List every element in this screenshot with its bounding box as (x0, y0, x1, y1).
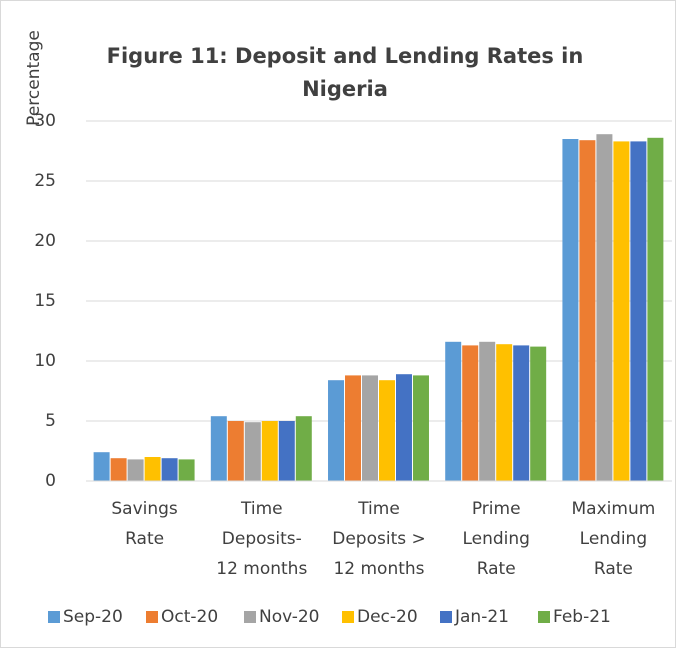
y-tick-label: 15 (34, 291, 56, 311)
bar (362, 375, 378, 481)
legend-label: Feb-21 (553, 607, 611, 627)
bar (462, 345, 479, 481)
bar (110, 458, 127, 481)
bar (479, 341, 496, 481)
bar (295, 416, 312, 481)
y-tick-label: 30 (34, 111, 56, 131)
bar (496, 344, 513, 481)
bar (395, 374, 412, 481)
bar (127, 459, 144, 481)
legend-label: Dec-20 (357, 607, 418, 627)
bar (161, 458, 178, 481)
bar (227, 421, 244, 481)
bar (144, 457, 161, 481)
x-tick-label: Time Deposits-12 months (216, 499, 307, 579)
bar (210, 416, 227, 481)
x-tick-label: Time Deposits >12 months (332, 499, 426, 579)
y-tick-label: 10 (34, 351, 56, 371)
bar (630, 141, 647, 481)
bar (579, 140, 596, 481)
bar (379, 380, 395, 481)
x-tick-label: Maximum Lending Rate (572, 499, 656, 579)
legend-swatch (146, 611, 158, 623)
bar (278, 421, 295, 481)
bar (613, 141, 630, 481)
legend-swatch (440, 611, 452, 623)
bar (328, 380, 345, 481)
legend-swatch (48, 611, 60, 623)
legend-label: Sep-20 (63, 607, 123, 627)
y-axis-label: Percentage (24, 30, 44, 126)
bar (178, 459, 195, 481)
bar (345, 375, 362, 481)
bar (562, 139, 579, 481)
bar (513, 345, 530, 481)
y-tick-label: 5 (45, 411, 56, 431)
x-tick-label: Prime Lending Rate (462, 499, 530, 579)
bar (93, 452, 110, 481)
bar (530, 346, 547, 481)
y-tick-label: 25 (34, 171, 56, 191)
bar (244, 422, 261, 481)
bar (445, 341, 462, 481)
legend-swatch (342, 611, 354, 623)
legend-label: Nov-20 (259, 607, 320, 627)
legend-swatch (538, 611, 550, 623)
bar (261, 421, 278, 481)
legend-label: Jan-21 (454, 607, 509, 627)
legend-swatch (244, 611, 256, 623)
x-tick-label: Savings Rate (111, 499, 178, 549)
y-tick-label: 20 (34, 231, 56, 251)
chart-title: Figure 11: Deposit and Lending Rates in N… (107, 44, 584, 101)
bar (647, 137, 664, 482)
bar (596, 134, 613, 481)
y-tick-label: 0 (45, 471, 56, 491)
legend-label: Oct-20 (161, 607, 218, 627)
bar (412, 375, 429, 481)
